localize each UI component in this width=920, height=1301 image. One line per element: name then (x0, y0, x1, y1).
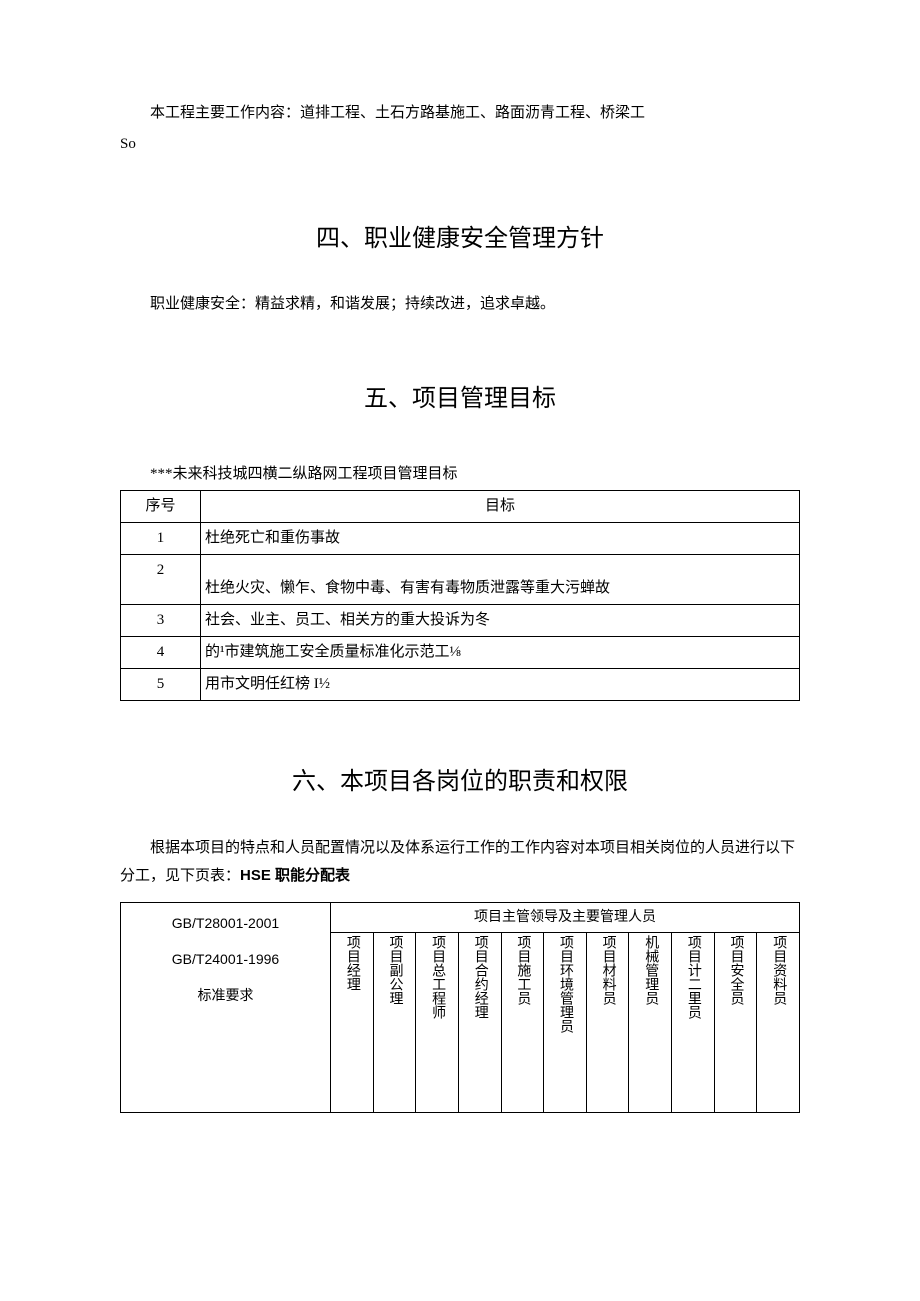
role-label: 项目资料员 (769, 935, 787, 1005)
col-header-goal: 目标 (201, 491, 800, 523)
role-col: 项目合约经理 (458, 932, 501, 1112)
role-col: 项目总工程师 (416, 932, 459, 1112)
role-col: 项目经理 (331, 932, 374, 1112)
role-label: 项目材料员 (598, 935, 616, 1005)
role-label: 项目环境管理员 (556, 935, 574, 1033)
role-col: 项目环境管理员 (544, 932, 587, 1112)
section6-title: 六、本项目各岗位的职责和权限 (120, 761, 800, 804)
table-row: 序号 目标 (121, 491, 800, 523)
section4-title: 四、职业健康安全管理方针 (120, 218, 800, 261)
role-label: 项目总工程师 (428, 935, 446, 1019)
cell-idx: 2 (121, 555, 201, 605)
role-col: 项目资料员 (757, 932, 800, 1112)
role-col: 项目计二里员 (672, 932, 715, 1112)
hse-intro-text: 根据本项目的特点和人员配置情况以及体系运行工作的工作内容对本项目相关岗位的人员进… (120, 840, 795, 884)
hse-intro: 根据本项目的特点和人员配置情况以及体系运行工作的工作内容对本项目相关岗位的人员进… (120, 835, 800, 890)
role-col: 项目材料员 (586, 932, 629, 1112)
goal-table-caption: ***未来科技城四横二纵路网工程项目管理目标 (120, 461, 800, 488)
cell-goal: 用市文明任红榜 I½ (201, 669, 800, 701)
role-col: 项目副公理 (373, 932, 416, 1112)
role-label: 项目副公理 (385, 935, 403, 1005)
std-line: 标准要求 (123, 977, 328, 1013)
cell-goal: 杜绝火灾、懒乍、食物中毒、有害有毒物质泄露等重大污蝉故 (201, 555, 800, 605)
role-col: 项目安全员 (714, 932, 757, 1112)
role-label: 机械管理员 (641, 935, 659, 1005)
table-row: 3 社会、业主、员工、相关方的重大投诉为冬 (121, 605, 800, 637)
hse-intro-bold: HSE 职能分配表 (240, 867, 350, 884)
role-col: 机械管理员 (629, 932, 672, 1112)
cell-idx: 1 (121, 523, 201, 555)
cell-goal: 的¹市建筑施工安全质量标准化示范工⅛ (201, 637, 800, 669)
section4-body: 职业健康安全：精益求精，和谐发展；持续改进，追求卓越。 (120, 291, 800, 318)
cell-idx: 5 (121, 669, 201, 701)
section5-title: 五、项目管理目标 (120, 378, 800, 421)
std-line: GB/T28001-2001 (123, 905, 328, 941)
cell-goal: 社会、业主、员工、相关方的重大投诉为冬 (201, 605, 800, 637)
table-row: 4 的¹市建筑施工安全质量标准化示范工⅛ (121, 637, 800, 669)
cell-goal: 杜绝死亡和重伤事故 (201, 523, 800, 555)
std-line: GB/T24001-1996 (123, 941, 328, 977)
table-row: 5 用市文明任红榜 I½ (121, 669, 800, 701)
std-req-cell: GB/T28001-2001 GB/T24001-1996 标准要求 (121, 902, 331, 1112)
role-label: 项目施工员 (513, 935, 531, 1005)
role-col: 项目施工员 (501, 932, 544, 1112)
hse-table: GB/T28001-2001 GB/T24001-1996 标准要求 项目主管领… (120, 902, 800, 1113)
col-header-idx: 序号 (121, 491, 201, 523)
role-label: 项目合约经理 (471, 935, 489, 1019)
cell-idx: 3 (121, 605, 201, 637)
table-row: 2 杜绝火灾、懒乍、食物中毒、有害有毒物质泄露等重大污蝉故 (121, 555, 800, 605)
role-label: 项目安全员 (726, 935, 744, 1005)
goal-table: 序号 目标 1 杜绝死亡和重伤事故 2 杜绝火灾、懒乍、食物中毒、有害有毒物质泄… (120, 490, 800, 701)
role-label: 项目计二里员 (684, 935, 702, 1019)
table-row: GB/T28001-2001 GB/T24001-1996 标准要求 项目主管领… (121, 902, 800, 932)
intro-line1: 本工程主要工作内容：道排工程、土石方路基施工、路面沥青工程、桥梁工 (120, 100, 800, 127)
intro-line2: So (120, 131, 800, 158)
cell-idx: 4 (121, 637, 201, 669)
role-label: 项目经理 (343, 935, 361, 991)
table-row: 1 杜绝死亡和重伤事故 (121, 523, 800, 555)
header-group: 项目主管领导及主要管理人员 (331, 902, 800, 932)
